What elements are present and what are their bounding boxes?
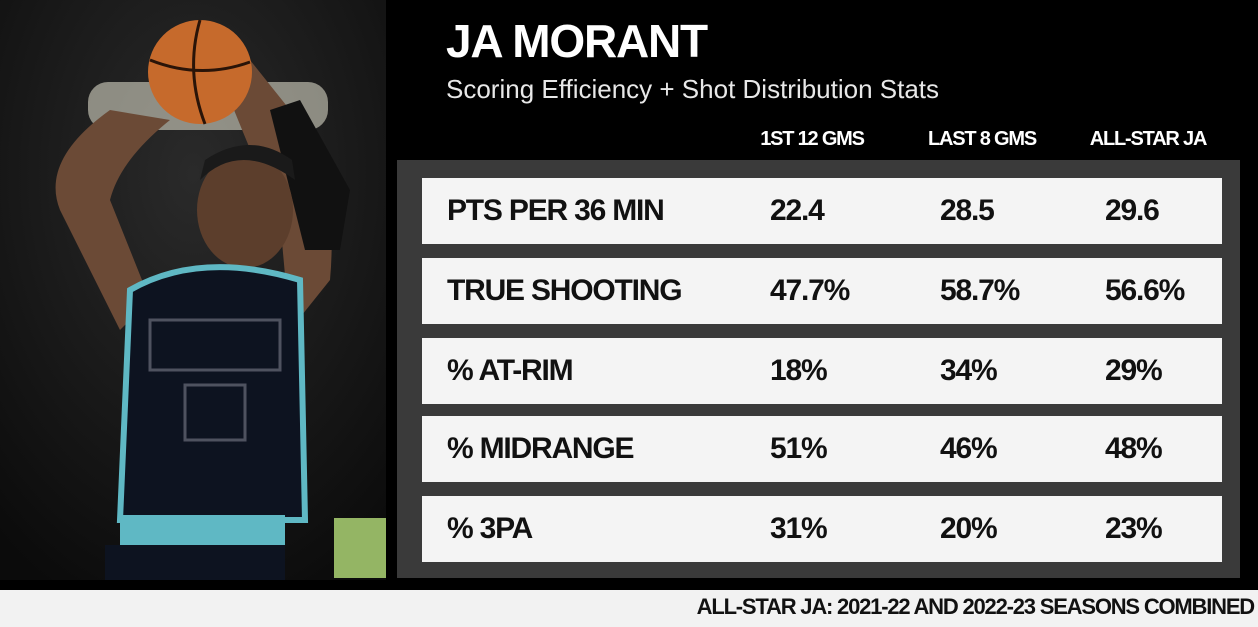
- stat-value: 28.5: [940, 194, 995, 227]
- stat-value: 31%: [770, 512, 828, 545]
- table-row: % 3PA 31% 20% 23%: [422, 496, 1222, 562]
- table-row: PTS PER 36 MIN 22.4 28.5 29.6: [422, 178, 1222, 244]
- subtitle: Scoring Efficiency + Shot Distribution S…: [446, 74, 940, 104]
- column-header: ALL-STAR JA: [1089, 128, 1208, 150]
- stat-value: 29.6: [1105, 194, 1160, 227]
- column-header: LAST 8 GMS: [927, 128, 1037, 150]
- stat-value: 22.4: [770, 194, 825, 227]
- footer-bar: ALL-STAR JA: 2021-22 AND 2022-23 SEASONS…: [0, 590, 1258, 627]
- row-label: TRUE SHOOTING: [447, 274, 683, 307]
- stat-value: 23%: [1105, 512, 1163, 545]
- table-row: TRUE SHOOTING 47.7% 58.7% 56.6%: [422, 258, 1222, 324]
- column-header: 1ST 12 GMS: [760, 128, 865, 150]
- row-label: PTS PER 36 MIN: [447, 194, 665, 227]
- stat-value: 48%: [1105, 432, 1163, 465]
- stat-value: 29%: [1105, 354, 1163, 387]
- stat-value: 51%: [770, 432, 828, 465]
- stat-value: 34%: [940, 354, 998, 387]
- stat-value: 47.7%: [770, 274, 850, 307]
- row-label: % 3PA: [447, 512, 533, 545]
- stat-value: 18%: [770, 354, 828, 387]
- row-label: % AT-RIM: [447, 354, 574, 387]
- table-row: % AT-RIM 18% 34% 29%: [422, 338, 1222, 404]
- row-label: % MIDRANGE: [447, 432, 635, 465]
- footer-note: ALL-STAR JA: 2021-22 AND 2022-23 SEASONS…: [696, 594, 1256, 619]
- player-photo: [0, 0, 386, 580]
- table-row: % MIDRANGE 51% 46% 48%: [422, 416, 1222, 482]
- stats-table: PTS PER 36 MIN 22.4 28.5 29.6 TRUE SHOOTING 4…: [397, 160, 1240, 578]
- stat-value: 46%: [940, 432, 998, 465]
- title: JA MORANT: [446, 15, 708, 67]
- stat-value: 56.6%: [1105, 274, 1185, 307]
- stat-value: 20%: [940, 512, 998, 545]
- stat-value: 58.7%: [940, 274, 1020, 307]
